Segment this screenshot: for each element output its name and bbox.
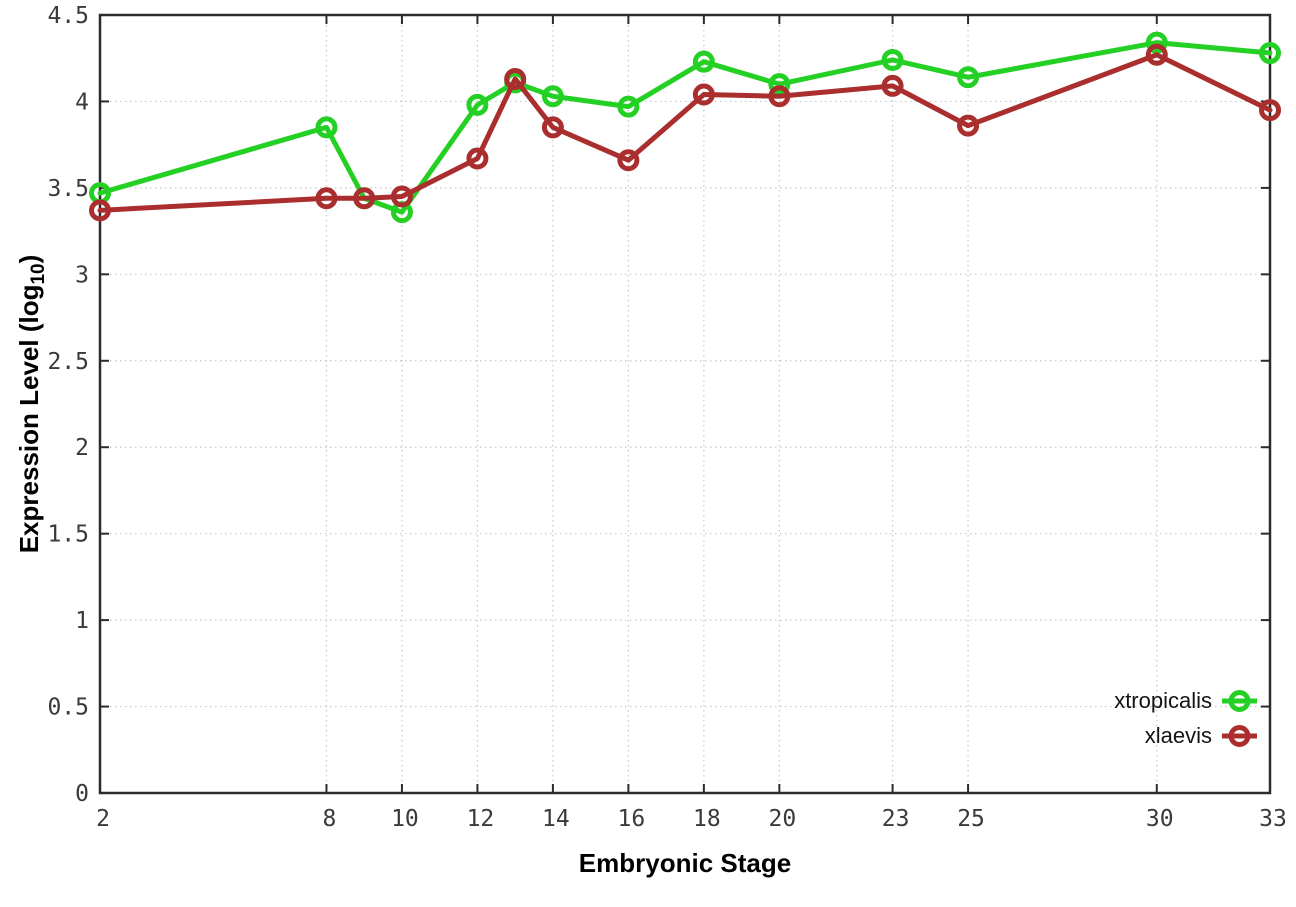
y-axis-title: Expression Level (log10) xyxy=(14,255,50,554)
y-tick-label: 2.5 xyxy=(47,349,89,375)
x-tick-label: 18 xyxy=(693,806,721,832)
y-tick-label: 4 xyxy=(75,89,89,115)
x-tick-label: 10 xyxy=(391,806,419,832)
data-point-xtropicalis-stage-33 xyxy=(1259,42,1281,65)
data-point-xlaevis-stage-30 xyxy=(1145,43,1168,66)
y-tick-label: 4.5 xyxy=(47,3,89,29)
data-point-xtropicalis-stage-14 xyxy=(541,85,564,108)
x-tick-label: 16 xyxy=(618,806,646,832)
legend-label-xtropicalis: xtropicalis xyxy=(1114,688,1212,713)
data-point-xtropicalis-stage-23 xyxy=(881,48,904,71)
y-tick-label: 0.5 xyxy=(47,695,89,721)
series-line-xtropicalis xyxy=(97,40,1273,215)
data-point-xlaevis-stage-12 xyxy=(466,147,489,170)
y-tick-label: 3 xyxy=(75,262,89,288)
x-tick-label: 30 xyxy=(1146,806,1174,832)
data-point-xlaevis-stage-10 xyxy=(390,185,413,208)
legend-label-xlaevis: xlaevis xyxy=(1145,723,1212,748)
plot-border xyxy=(98,13,1272,795)
y-axis-title-close: ) xyxy=(14,254,44,264)
series-line-xlaevis xyxy=(97,52,1273,213)
data-point-xlaevis-stage-23 xyxy=(881,74,904,97)
x-tick-label: 14 xyxy=(542,806,570,832)
y-axis-title-text: Expression Level (log xyxy=(14,284,44,554)
data-point-xtropicalis-stage-12 xyxy=(466,93,489,116)
data-point-xlaevis-stage-33 xyxy=(1259,99,1281,122)
y-tick-label: 2 xyxy=(75,435,89,461)
data-point-xlaevis-stage-16 xyxy=(617,149,640,172)
x-tick-label: 8 xyxy=(323,806,337,832)
data-point-xlaevis-stage-14 xyxy=(541,116,564,139)
legend-sample-marker-xlaevis xyxy=(1228,725,1251,747)
data-point-xtropicalis-stage-25 xyxy=(957,66,980,89)
y-tick-label: 1.5 xyxy=(47,522,89,548)
data-point-xlaevis-stage-9 xyxy=(353,187,376,210)
x-tick-label: 12 xyxy=(467,806,495,832)
data-point-xlaevis-stage-2 xyxy=(89,199,111,222)
y-tick-label: 1 xyxy=(75,608,89,634)
data-point-xtropicalis-stage-20 xyxy=(768,73,791,96)
x-tick-label: 25 xyxy=(957,806,985,832)
y-axis-title-subscript: 10 xyxy=(28,263,49,285)
data-point-xtropicalis-stage-8 xyxy=(315,116,338,139)
y-tick-label: 0 xyxy=(75,781,89,807)
x-tick-label: 33 xyxy=(1259,806,1287,832)
data-point-xtropicalis-stage-16 xyxy=(617,95,640,118)
data-point-xlaevis-stage-18 xyxy=(692,83,715,106)
x-tick-label: 2 xyxy=(96,806,110,832)
data-point-xlaevis-stage-8 xyxy=(315,187,338,210)
legend-sample-marker-xtropicalis xyxy=(1228,690,1251,712)
data-point-xtropicalis-stage-18 xyxy=(692,50,715,73)
data-point-xlaevis-stage-20 xyxy=(768,85,791,108)
data-point-xtropicalis-stage-30 xyxy=(1145,31,1168,54)
x-tick-label: 20 xyxy=(769,806,797,832)
x-tick-label: 23 xyxy=(882,806,910,832)
data-point-xlaevis-stage-13 xyxy=(504,67,527,90)
y-tick-label: 3.5 xyxy=(47,176,89,202)
x-axis-title: Embryonic Stage xyxy=(578,848,792,878)
data-point-xlaevis-stage-25 xyxy=(957,114,980,137)
